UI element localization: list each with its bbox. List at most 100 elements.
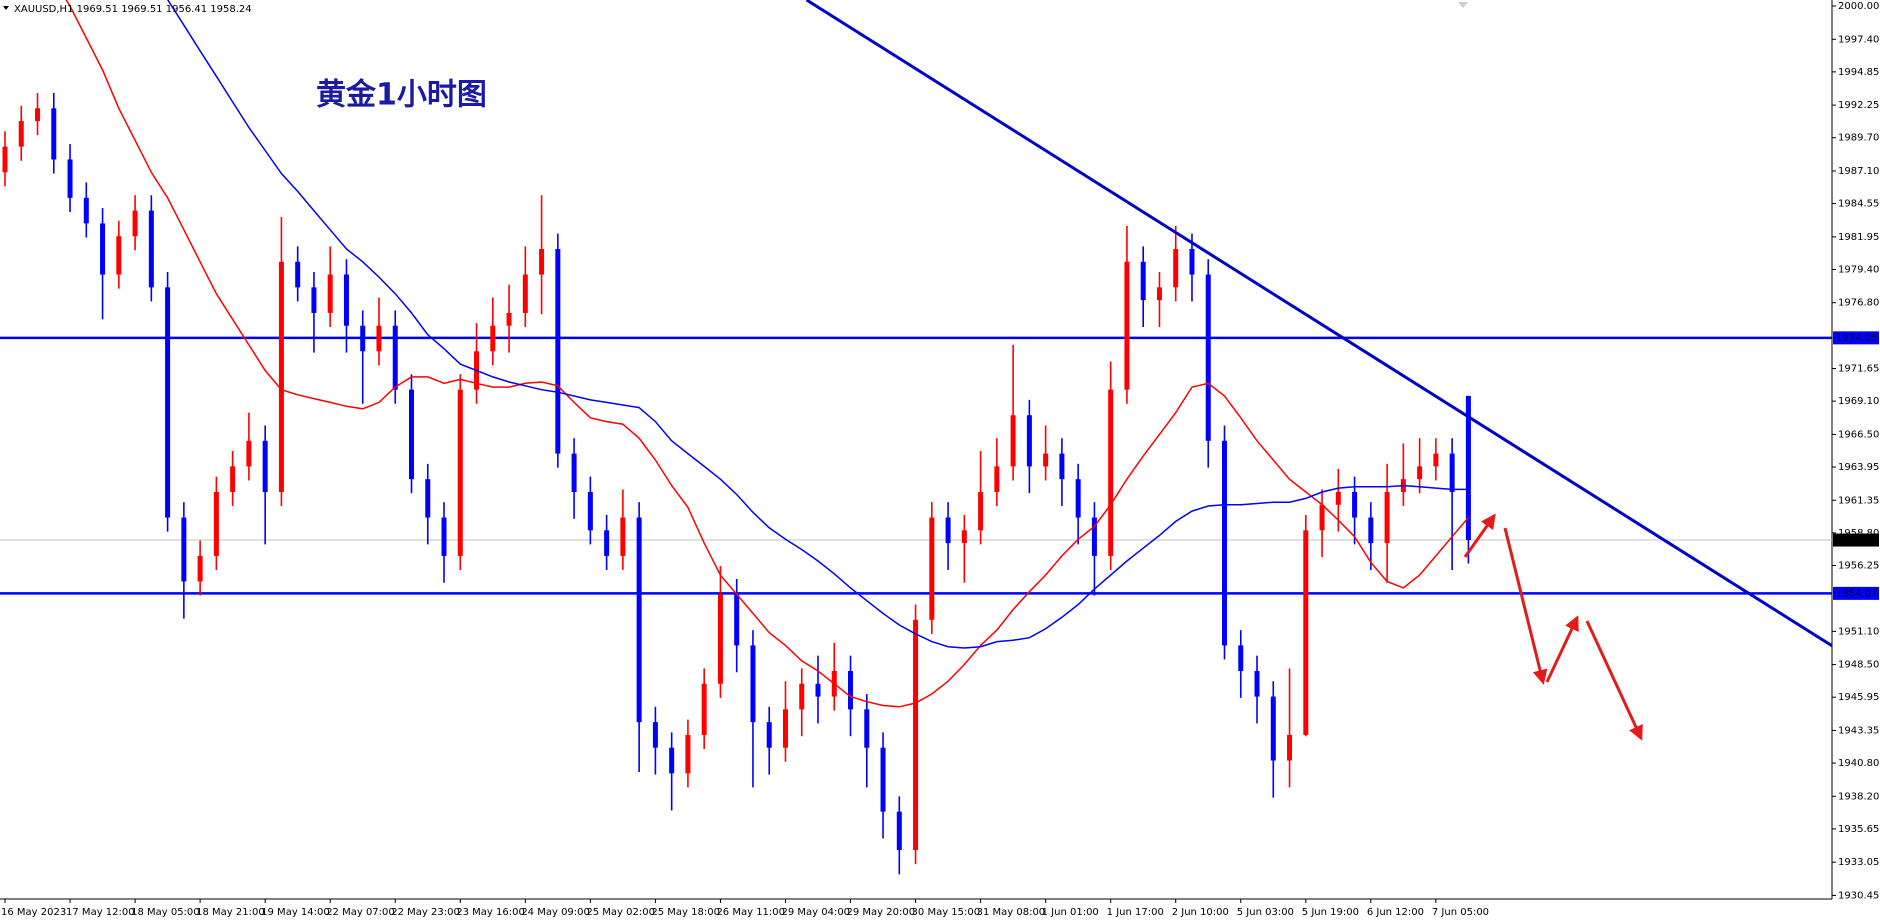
x-tick-label: 23 May 16:00 xyxy=(456,907,525,918)
y-tick-label: 1984.55 xyxy=(1838,199,1879,210)
candle-body xyxy=(343,274,349,326)
x-tick-label: 24 May 09:00 xyxy=(521,907,590,918)
candle-body xyxy=(35,108,41,122)
x-tick-label: 5 Jun 19:00 xyxy=(1302,907,1359,918)
candle-body xyxy=(1335,491,1341,505)
candle-body xyxy=(1010,415,1016,467)
candle-body xyxy=(978,491,984,531)
candle-body xyxy=(522,274,528,313)
moving-average xyxy=(65,0,1469,708)
x-tick-label: 17 May 12:00 xyxy=(66,907,135,918)
candle-body xyxy=(1026,415,1032,467)
x-tick-label: 29 May 04:00 xyxy=(781,907,850,918)
price-badge-label: 1974.05 xyxy=(1836,333,1877,344)
y-tick-label: 1948.50 xyxy=(1838,660,1879,671)
candle-body xyxy=(815,683,821,697)
header: XAUUSD,H1 1969.51 1969.51 1956.41 1958.2… xyxy=(14,4,252,15)
x-tick-label: 29 May 20:00 xyxy=(847,907,916,918)
candle-body xyxy=(1205,274,1211,441)
candle-body xyxy=(1352,491,1358,518)
candle-body xyxy=(685,734,691,774)
candle-body xyxy=(750,645,756,723)
candle-body xyxy=(929,517,935,620)
y-tick-label: 1971.65 xyxy=(1838,364,1879,375)
candle-body xyxy=(1384,491,1390,544)
x-tick-label: 25 May 02:00 xyxy=(586,907,655,918)
candle-body xyxy=(1108,389,1114,556)
candle-body xyxy=(571,453,577,492)
shift-marker xyxy=(1458,2,1468,8)
trendline xyxy=(805,0,1832,648)
x-tick-label: 22 May 23:00 xyxy=(391,907,460,918)
candle-body xyxy=(506,312,512,326)
x-tick-label: 1 Jun 01:00 xyxy=(1042,907,1099,918)
candle-body xyxy=(230,466,236,492)
candle-body xyxy=(1417,466,1423,480)
candle-body xyxy=(441,517,447,556)
candle-body xyxy=(83,197,89,224)
candle-body xyxy=(896,811,902,851)
y-tick-label: 1989.70 xyxy=(1838,133,1879,144)
y-tick-label: 1951.10 xyxy=(1838,626,1879,637)
x-tick-label: 1 Jun 17:00 xyxy=(1107,907,1164,918)
high: 1969.51 xyxy=(121,4,162,15)
candle-body xyxy=(295,261,301,288)
y-tick-label: 1966.50 xyxy=(1838,429,1879,440)
price-badge xyxy=(1833,331,1879,345)
candle-body xyxy=(165,287,171,518)
open: 1969.51 xyxy=(77,4,118,15)
candle-body xyxy=(766,722,772,748)
candle-body xyxy=(782,709,788,748)
candle-body xyxy=(1173,248,1179,288)
y-tick-label: 1979.40 xyxy=(1838,264,1879,275)
menu-triangle xyxy=(3,6,9,10)
candle-body xyxy=(620,517,626,556)
candle-body xyxy=(1091,517,1097,556)
y-tick-label: 1969.10 xyxy=(1838,396,1879,407)
candle-body xyxy=(311,287,317,313)
candle-body xyxy=(1319,504,1325,531)
arrow xyxy=(1503,527,1548,685)
candle-body xyxy=(67,159,73,198)
candle-body xyxy=(116,236,122,275)
price-badge-label: 1954.07 xyxy=(1836,588,1877,599)
candle-body xyxy=(880,747,886,812)
price-badge-label: 1958.24 xyxy=(1836,535,1877,546)
candle-body xyxy=(278,261,284,492)
candle-body xyxy=(913,619,919,851)
x-tick-label: 16 May 2023 xyxy=(1,907,66,918)
candle-body xyxy=(490,325,496,352)
chart-title: 黄金1小时图 xyxy=(316,78,487,113)
candle-body xyxy=(1238,645,1244,671)
moving-average xyxy=(166,0,1469,649)
price-badge xyxy=(1833,586,1879,600)
candle-body xyxy=(961,530,967,544)
y-tick-label: 1943.35 xyxy=(1838,725,1879,736)
candle-body xyxy=(669,747,675,774)
candle-body xyxy=(799,683,805,710)
y-tick-label: 1938.20 xyxy=(1838,791,1879,802)
candle-body xyxy=(1043,453,1049,467)
candle-body xyxy=(1368,517,1374,544)
candle-body xyxy=(1189,248,1195,275)
x-tick-label: 30 May 15:00 xyxy=(912,907,981,918)
candle-body xyxy=(848,670,854,710)
candle-body xyxy=(1222,440,1227,646)
candle-body xyxy=(1140,261,1146,301)
candle-body xyxy=(392,325,398,390)
x-tick-label: 25 May 18:00 xyxy=(651,907,720,918)
x-tick-label: 6 Jun 12:00 xyxy=(1367,907,1424,918)
candle-body xyxy=(457,389,463,556)
candle-body xyxy=(717,594,723,684)
candle-body xyxy=(864,709,870,748)
arrow xyxy=(1463,513,1496,558)
x-tick-label: 22 May 07:00 xyxy=(326,907,395,918)
candle-body xyxy=(2,146,8,173)
y-tick-label: 1930.45 xyxy=(1838,890,1879,901)
x-tick-label: 19 May 14:00 xyxy=(261,907,330,918)
candle-body xyxy=(994,466,1000,492)
x-tick-label: 18 May 05:00 xyxy=(131,907,200,918)
candle-body xyxy=(652,722,658,748)
